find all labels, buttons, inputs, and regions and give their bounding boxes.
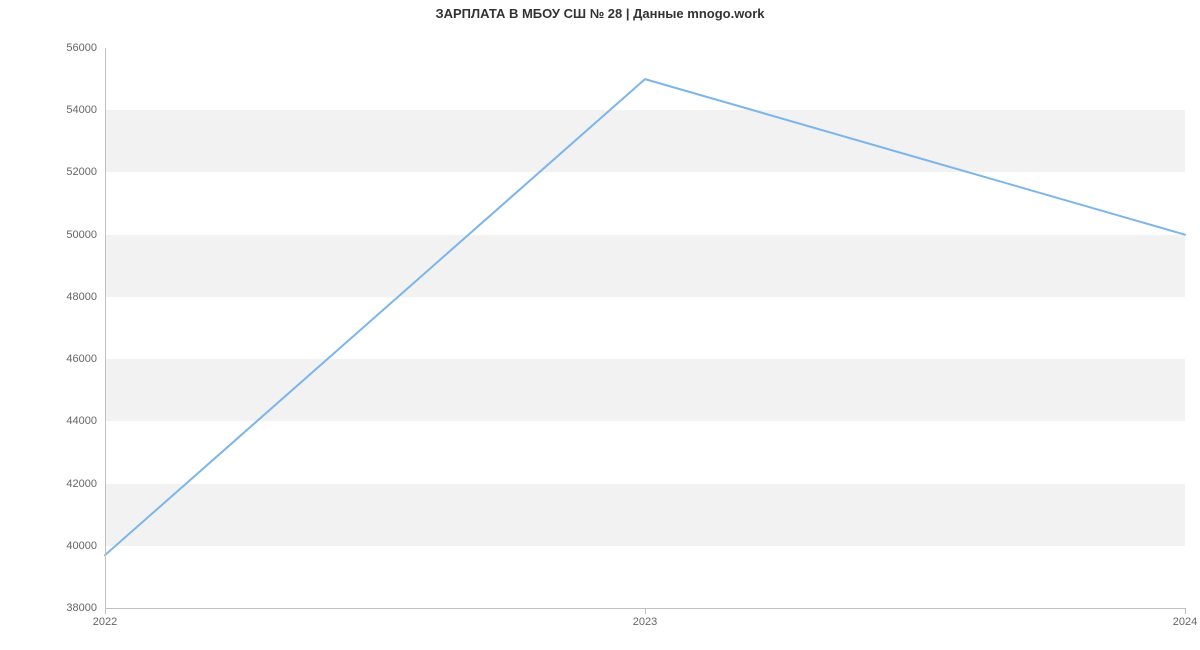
plot-area: 3800040000420004400046000480005000052000…: [105, 48, 1185, 608]
y-tick-label: 50000: [66, 229, 97, 241]
chart-title: ЗАРПЛАТА В МБОУ СШ № 28 | Данные mnogo.w…: [0, 6, 1200, 21]
x-tick-label: 2023: [633, 616, 657, 628]
y-tick-label: 52000: [66, 166, 97, 178]
y-tick-label: 38000: [66, 602, 97, 614]
y-tick-label: 48000: [66, 291, 97, 303]
y-tick-label: 40000: [66, 540, 97, 552]
x-tick-mark: [1185, 608, 1186, 614]
x-tick-mark: [645, 608, 646, 614]
y-axis-line: [105, 48, 106, 608]
y-tick-label: 46000: [66, 353, 97, 365]
x-tick-mark: [105, 608, 106, 614]
line-series-layer: [105, 48, 1185, 608]
y-tick-label: 56000: [66, 42, 97, 54]
series-line-salary: [105, 79, 1185, 555]
x-tick-label: 2024: [1173, 616, 1197, 628]
y-tick-label: 42000: [66, 478, 97, 490]
salary-line-chart: ЗАРПЛАТА В МБОУ СШ № 28 | Данные mnogo.w…: [0, 0, 1200, 650]
x-tick-label: 2022: [93, 616, 117, 628]
y-tick-label: 54000: [66, 104, 97, 116]
y-tick-label: 44000: [66, 415, 97, 427]
